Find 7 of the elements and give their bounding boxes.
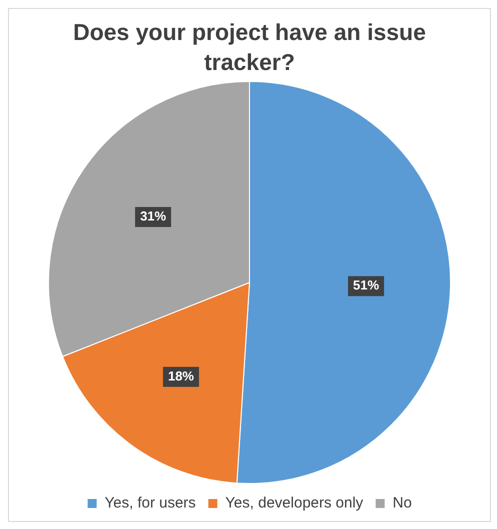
data-label: 18% (168, 368, 194, 384)
legend-label: No (392, 494, 412, 512)
data-label: 51% (353, 278, 380, 293)
legend-label: Yes, developers only (225, 494, 364, 512)
chart-title: Does your project have an issue tracker? (72, 18, 427, 77)
legend-label: Yes, for users (104, 494, 196, 512)
data-label: 31% (140, 208, 167, 224)
